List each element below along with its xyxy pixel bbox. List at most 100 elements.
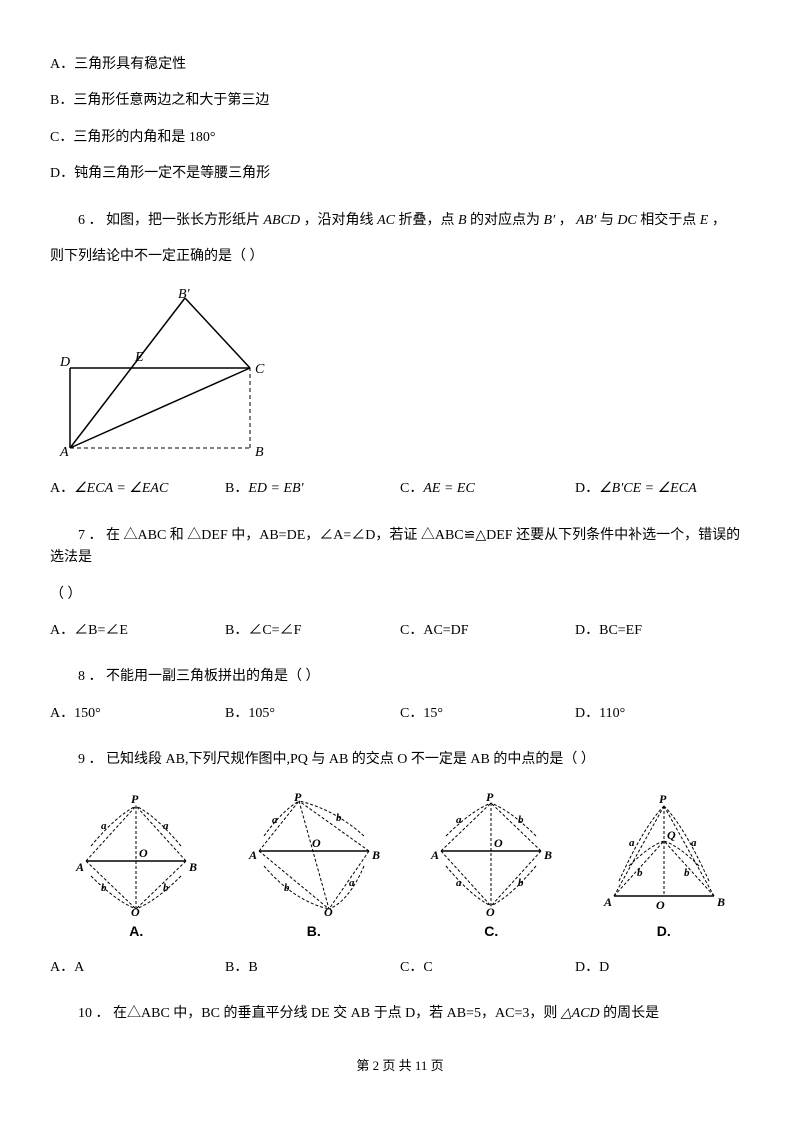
figA-Q: Q <box>131 905 140 916</box>
q9-figB-label: B. <box>244 920 384 942</box>
q6-opt-b-math: ED = EB′ <box>248 481 303 496</box>
figB-a2: a <box>349 877 355 889</box>
q9-figure-b: P Q A B O a b b a B. <box>244 791 384 942</box>
q5-option-b: B．三角形任意两边之和大于第三边 <box>50 90 750 112</box>
q6-opt-a-math: ∠ECA = ∠EAC <box>74 481 168 496</box>
q6-text-3: 折叠，点 <box>395 213 458 228</box>
figC-A: A <box>430 848 439 862</box>
figA-O: O <box>139 846 148 860</box>
figA-b1: b <box>101 882 107 894</box>
q6-label-Bp: B′ <box>178 288 191 302</box>
q6-text-6: 与 <box>596 213 617 228</box>
q9-figA-label: A. <box>71 920 201 942</box>
figA-A: A <box>75 860 84 874</box>
q6-text-5: ， <box>555 213 576 228</box>
q6-opt-c-math: AE = EC <box>423 481 474 496</box>
q6-options: A．∠ECA = ∠EAC B．ED = EB′ C．AE = EC D．∠B′… <box>50 478 750 500</box>
figA-a1: a <box>101 820 107 832</box>
q9-figure-a: P Q A B O a a b b A. <box>71 791 201 942</box>
q6-label-E: E <box>134 350 144 365</box>
q7-option-b: B．∠C=∠F <box>225 620 400 642</box>
q8-option-a: A．150° <box>50 703 225 725</box>
q6-math-5: AB′ <box>576 213 596 228</box>
figA-P: P <box>131 792 139 806</box>
figA-b2: b <box>163 882 169 894</box>
figC-Q: Q <box>486 905 495 916</box>
q9-option-c: C．C <box>400 957 575 979</box>
figD-P: P <box>659 792 667 806</box>
q5-option-a: A．三角形具有稳定性 <box>50 54 750 76</box>
q10-stem: 10 ． 在△ABC 中，BC 的垂直平分线 DE 交 AB 于点 D，若 AB… <box>50 1003 750 1025</box>
q6-math-6: DC <box>617 213 636 228</box>
q9-figure-c: P Q A B O a b a b C. <box>426 791 556 942</box>
figB-B: B <box>371 848 380 862</box>
q10-text-1: 10 ． 在△ABC 中，BC 的垂直平分线 DE 交 AB 于点 D，若 AB… <box>78 1006 561 1021</box>
q6-opt-d-math: ∠B′CE = ∠ECA <box>599 481 697 496</box>
q8-option-d: D．110° <box>575 703 750 725</box>
figC-B: B <box>543 848 552 862</box>
figC-a2: a <box>456 877 462 889</box>
figD-Q: Q <box>667 828 676 842</box>
q6-math-3: B <box>458 213 467 228</box>
q6-opt-a-pre: A． <box>50 481 74 496</box>
q7-option-c: C．AC=DF <box>400 620 575 642</box>
q6-text-2: ，沿对角线 <box>300 213 377 228</box>
q6-stem: 6 ． 如图，把一张长方形纸片 ABCD ，沿对角线 AC 折叠，点 B 的对应… <box>50 210 750 232</box>
figB-O: O <box>312 836 321 850</box>
q9-figures: P Q A B O a a b b A. P Q A B <box>50 791 750 942</box>
figD-b1: b <box>637 867 643 879</box>
q8-stem: 8 ． 不能用一副三角板拼出的角是（ ） <box>50 666 750 688</box>
q9-option-a: A．A <box>50 957 225 979</box>
q6-opt-b-pre: B． <box>225 481 248 496</box>
q6-math-1: ABCD <box>264 213 301 228</box>
q6-label-D: D <box>59 355 70 370</box>
figD-a2: a <box>691 837 697 849</box>
q6-label-C: C <box>255 362 265 377</box>
q6-text-8: ， <box>708 213 726 228</box>
q6-text-7: 相交于点 <box>637 213 700 228</box>
q9-figC-label: C. <box>426 920 556 942</box>
q8-options: A．150° B．105° C．15° D．110° <box>50 703 750 725</box>
q9-stem: 9 ． 已知线段 AB,下列尺规作图中,PQ 与 AB 的交点 O 不一定是 A… <box>50 749 750 771</box>
q9-option-b: B．B <box>225 957 400 979</box>
q6-math-4: B′ <box>544 213 556 228</box>
figB-a1: a <box>272 814 278 826</box>
q6-figure: D E C A B B′ <box>50 288 750 458</box>
q10-text-2: 的周长是 <box>600 1006 660 1021</box>
figD-B: B <box>716 895 725 909</box>
q7-option-a: A．∠B=∠E <box>50 620 225 642</box>
q9-options: A．A B．B C．C D．D <box>50 957 750 979</box>
q7-options: A．∠B=∠E B．∠C=∠F C．AC=DF D．BC=EF <box>50 620 750 642</box>
q6-option-c: C．AE = EC <box>400 478 575 500</box>
q9-figure-d: P Q A B O a a b b D. <box>599 791 729 942</box>
q9-option-d: D．D <box>575 957 750 979</box>
figB-P: P <box>294 791 302 804</box>
figC-a1: a <box>456 814 462 826</box>
figD-O: O <box>656 898 665 912</box>
q6-opt-c-pre: C． <box>400 481 423 496</box>
q6-option-a: A．∠ECA = ∠EAC <box>50 478 225 500</box>
q6-text-4: 的对应点为 <box>467 213 544 228</box>
figD-A: A <box>603 895 612 909</box>
figB-A: A <box>248 848 257 862</box>
q9-figD-label: D. <box>599 920 729 942</box>
figC-P: P <box>486 791 494 804</box>
figB-b1: b <box>336 812 342 824</box>
q6-text-1: 6 ． 如图，把一张长方形纸片 <box>78 213 264 228</box>
q10-math: △ACD <box>561 1006 600 1021</box>
q6-opt-d-pre: D． <box>575 481 599 496</box>
page-footer: 第 2 页 共 11 页 <box>50 1056 750 1077</box>
figB-b2: b <box>284 882 290 894</box>
q7-stem: 7 ． 在 △ABC 和 △DEF 中，AB=DE，∠A=∠D，若证 △ABC≌… <box>50 525 750 570</box>
q6-label-B: B <box>255 445 264 458</box>
q6-option-b: B．ED = EB′ <box>225 478 400 500</box>
q5-option-d: D．钝角三角形一定不是等腰三角形 <box>50 163 750 185</box>
q6-stem-line2: 则下列结论中不一定正确的是（ ） <box>50 246 750 268</box>
figA-a2: a <box>163 820 169 832</box>
q5-option-c: C．三角形的内角和是 180° <box>50 127 750 149</box>
figC-b2: b <box>518 877 524 889</box>
figD-b2: b <box>684 867 690 879</box>
q6-option-d: D．∠B′CE = ∠ECA <box>575 478 750 500</box>
q7-stem2: （ ） <box>50 584 750 606</box>
q6-label-A: A <box>59 445 69 458</box>
